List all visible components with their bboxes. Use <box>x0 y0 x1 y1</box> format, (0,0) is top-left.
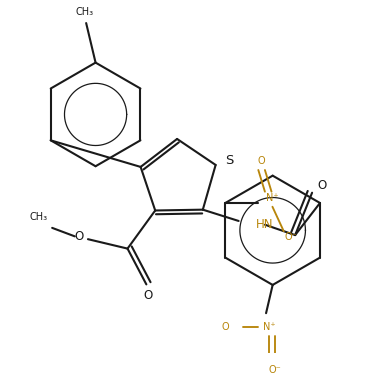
Text: O⁻: O⁻ <box>268 365 281 373</box>
Text: O: O <box>74 230 83 243</box>
Text: CH₃: CH₃ <box>75 7 93 17</box>
Text: O: O <box>257 156 265 166</box>
Text: O⁻: O⁻ <box>285 232 298 242</box>
Text: HN: HN <box>256 218 273 231</box>
Text: CH₃: CH₃ <box>30 211 48 222</box>
Text: N⁺: N⁺ <box>263 322 275 332</box>
Text: O: O <box>222 322 230 332</box>
Text: S: S <box>225 154 233 167</box>
Text: N⁺: N⁺ <box>266 193 279 203</box>
Text: O: O <box>144 289 153 302</box>
Text: O: O <box>317 179 326 192</box>
